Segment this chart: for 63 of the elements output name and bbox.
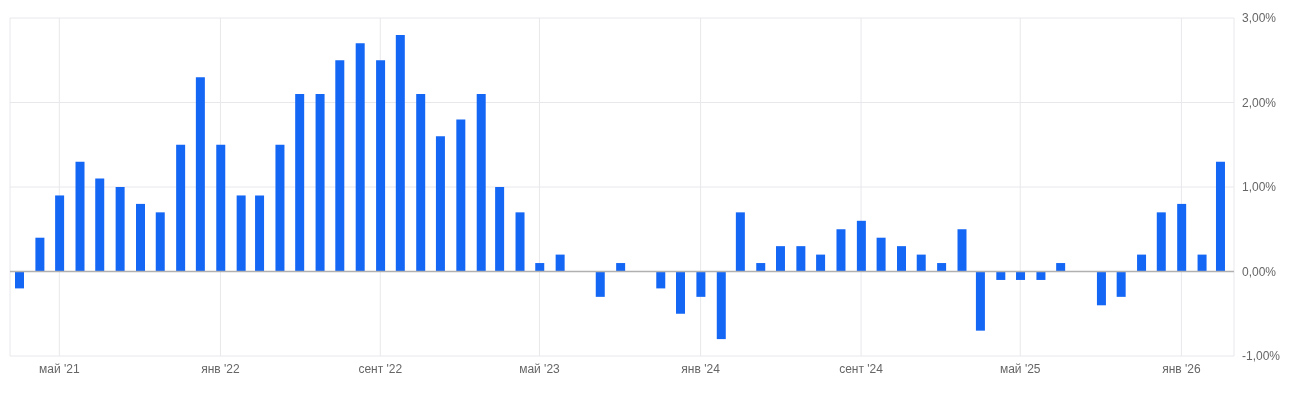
y-tick-label: 2,00%: [1242, 95, 1277, 110]
bar: [1096, 271, 1106, 306]
bar: [796, 246, 806, 272]
bar: [876, 237, 886, 272]
bar: [195, 77, 205, 272]
bar: [335, 60, 345, 272]
bar: [696, 271, 706, 297]
bar: [656, 271, 666, 289]
y-tick-label: -1,00%: [1242, 349, 1281, 364]
bar: [1137, 254, 1147, 272]
bar: [395, 34, 405, 272]
bar: [355, 43, 365, 272]
bar: [15, 271, 24, 289]
bar: [136, 203, 146, 272]
bar: [115, 187, 125, 272]
bar: [1215, 161, 1225, 272]
x-tick-label: май '25: [999, 361, 1041, 376]
bar: [275, 144, 285, 272]
y-tick-label: 0,00%: [1242, 264, 1277, 279]
bar: [456, 119, 466, 272]
bar: [155, 212, 165, 272]
bar: [816, 254, 826, 272]
bar: [1156, 212, 1166, 272]
bar: [896, 246, 906, 272]
bar: [515, 212, 525, 272]
bar: [716, 271, 726, 340]
bar: [476, 94, 486, 272]
bar: [676, 271, 685, 314]
bar: [775, 246, 785, 272]
x-tick-label: янв '24: [681, 361, 721, 376]
bar: [916, 254, 926, 272]
bar: [1197, 254, 1207, 272]
bar: [1116, 271, 1126, 297]
bar: [495, 187, 505, 272]
bar: [957, 229, 967, 272]
bar: [295, 94, 305, 272]
y-tick-label: 1,00%: [1242, 180, 1277, 195]
x-tick-label: сент '24: [839, 361, 884, 376]
x-tick-label: май '23: [519, 361, 561, 376]
bar: [376, 60, 386, 272]
bar: [255, 195, 265, 272]
bar: [836, 229, 846, 272]
bar: [216, 144, 226, 272]
bar: [595, 271, 605, 297]
bar: [176, 144, 186, 272]
x-tick-label: май '21: [39, 361, 80, 376]
bar: [555, 254, 565, 272]
bar: [236, 195, 246, 272]
x-tick-label: сент '22: [358, 361, 403, 376]
bar: [416, 94, 426, 272]
bar: [35, 237, 45, 272]
bar: [856, 220, 866, 272]
bar: [315, 94, 325, 272]
bar: [1177, 203, 1187, 272]
bar: [55, 195, 65, 272]
bar: [735, 212, 745, 272]
x-tick-label: янв '22: [201, 361, 241, 376]
bar: [95, 178, 105, 272]
bar: [975, 271, 985, 331]
y-tick-label: 3,00%: [1242, 11, 1277, 26]
bar: [75, 161, 85, 272]
bar: [435, 136, 445, 272]
x-tick-label: янв '26: [1162, 361, 1201, 376]
